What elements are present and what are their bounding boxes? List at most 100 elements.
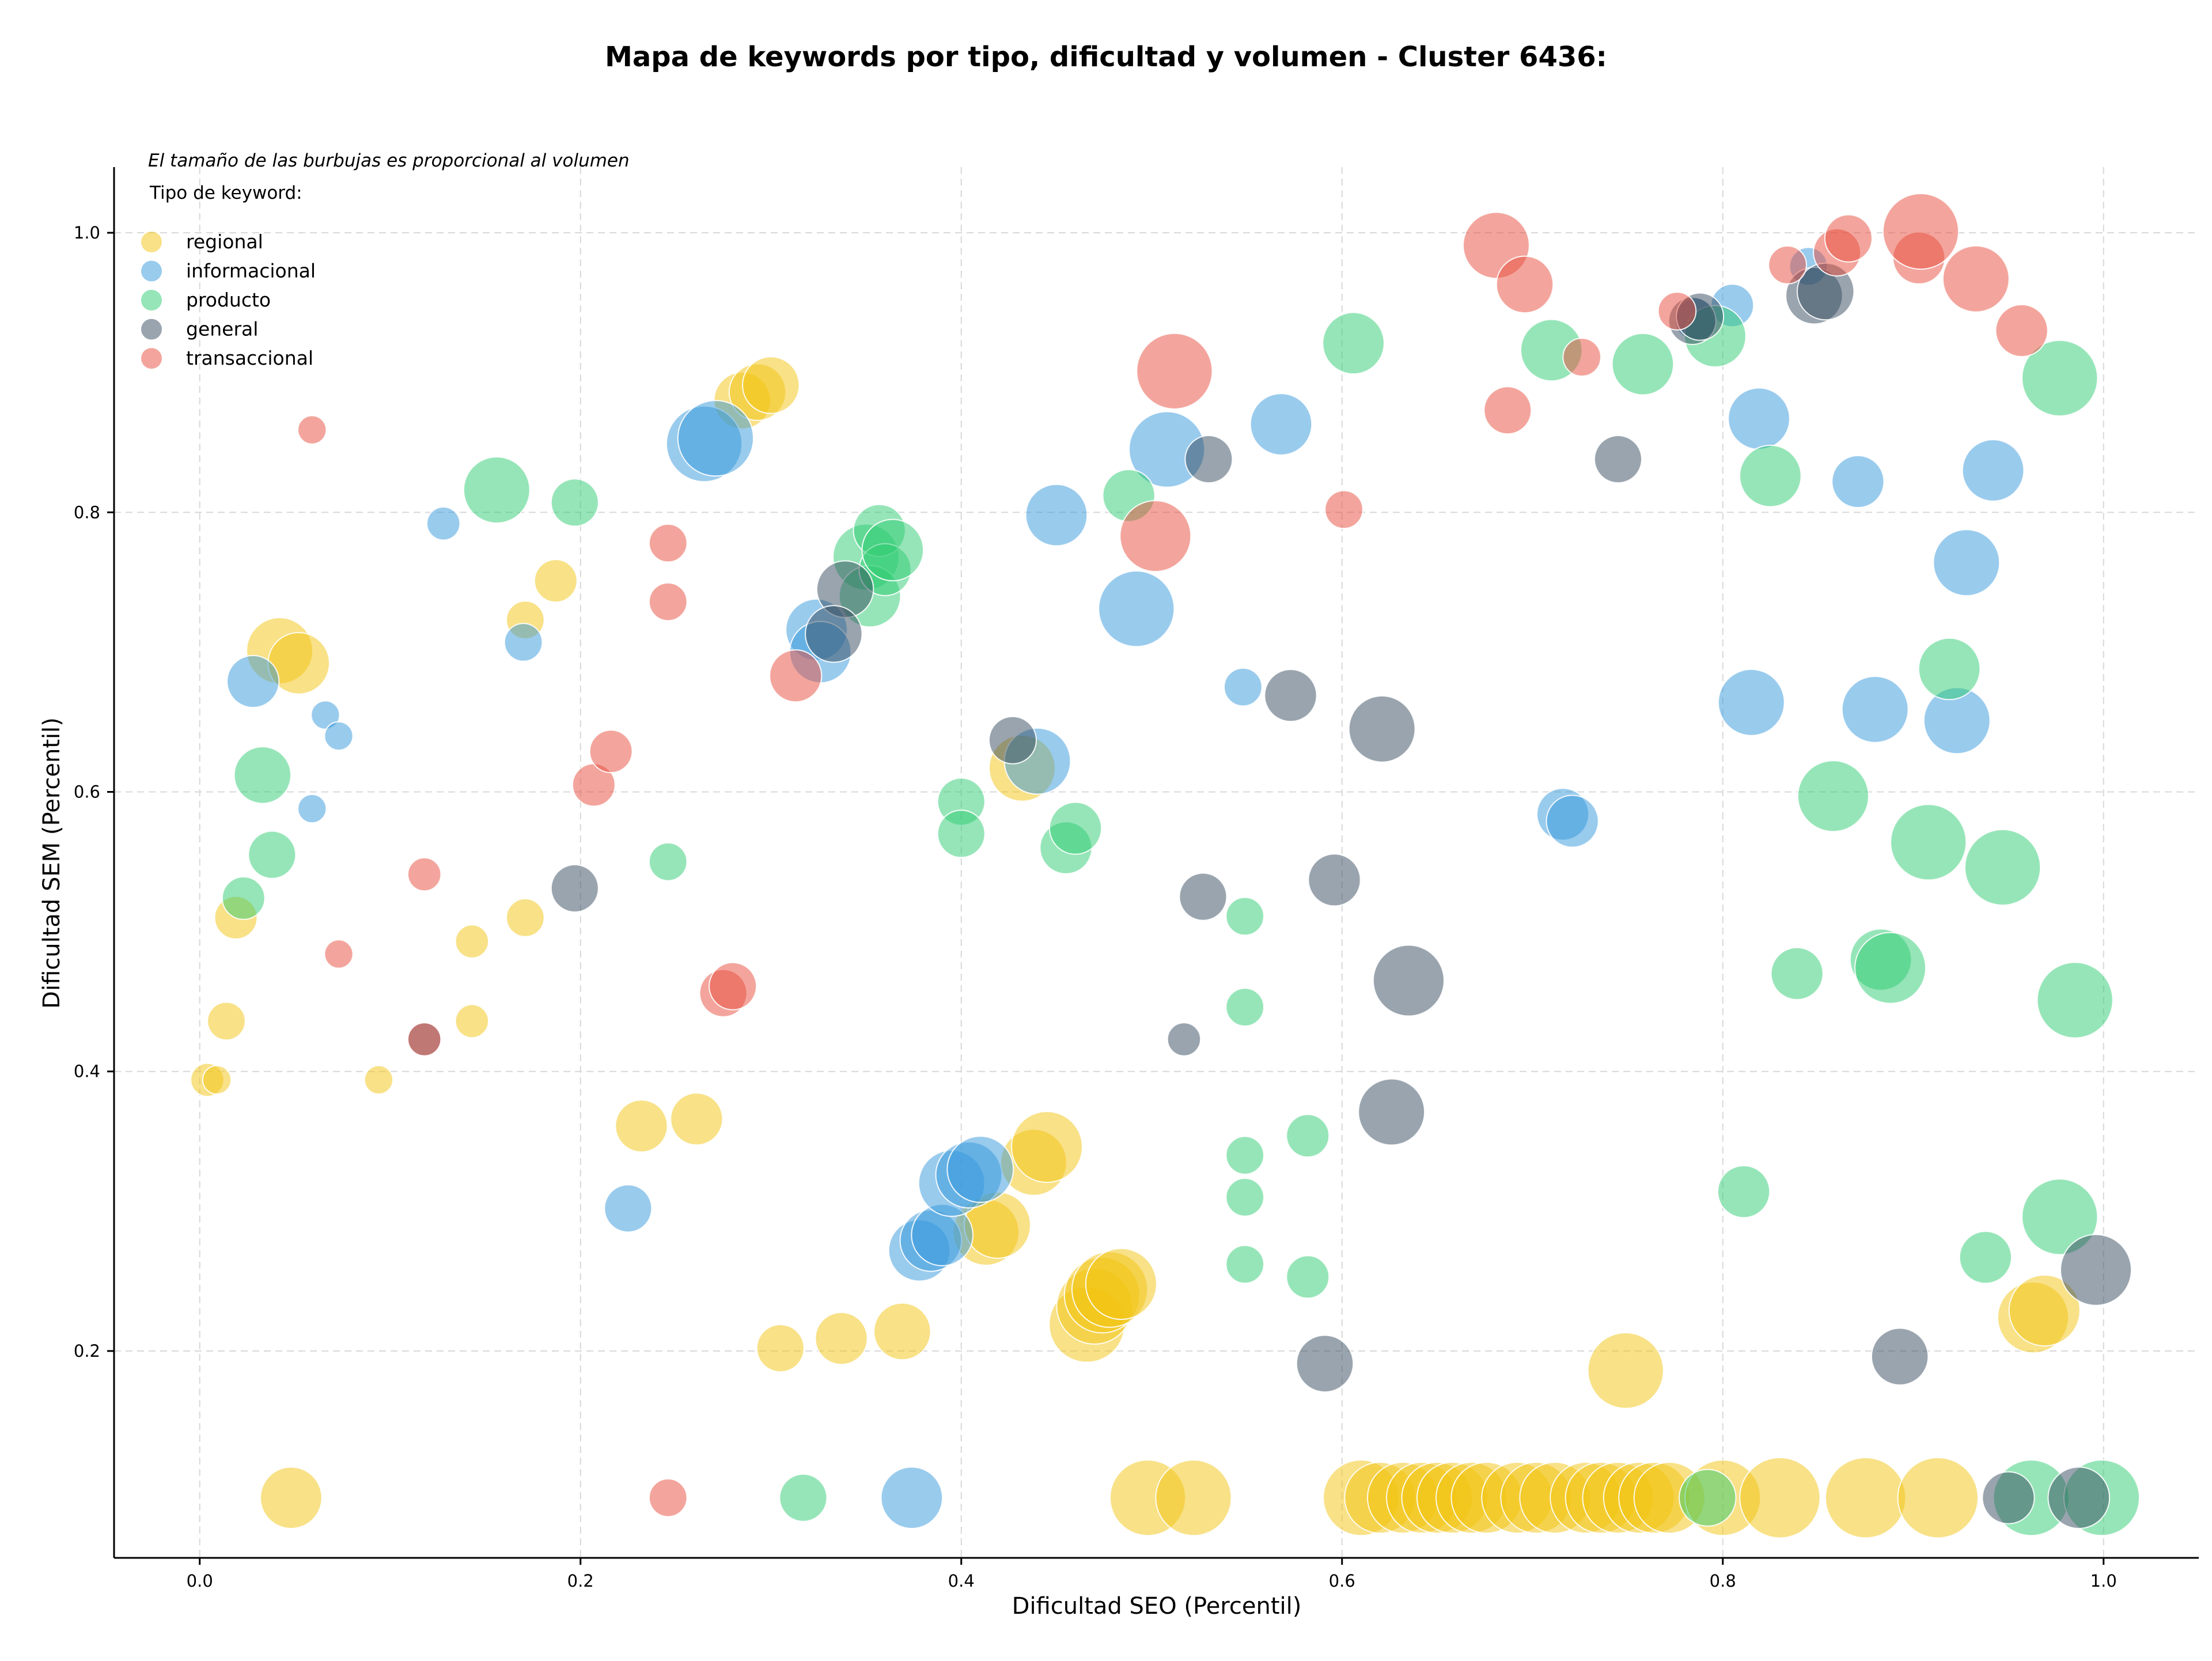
legend-marker-regional: [141, 232, 162, 252]
legend-marker-producto: [141, 290, 162, 311]
bubble-regional: [1010, 1111, 1083, 1183]
x-tick-label: 1.0: [2090, 1571, 2117, 1591]
bubble-informacional: [1717, 668, 1785, 736]
bubble-transaccional: [648, 523, 688, 563]
bubble-producto: [1854, 932, 1927, 1004]
bubble-transaccional: [1882, 193, 1960, 270]
legend-label-producto: producto: [186, 289, 271, 311]
bubble-producto: [1679, 1469, 1737, 1527]
legend: regional informacional producto general tran…: [141, 230, 316, 369]
bubble-regional: [873, 1302, 931, 1361]
bubble-producto: [861, 519, 925, 582]
legend-title: Tipo de keyword:: [149, 183, 302, 203]
bubble-producto: [233, 746, 291, 804]
bubble-general: [1358, 1078, 1426, 1146]
bubble-transaccional: [769, 649, 823, 703]
bubble-producto: [937, 809, 986, 858]
bubble-informacional: [503, 623, 543, 662]
bubble-regional: [506, 898, 545, 937]
bubble-informacional: [1546, 794, 1599, 848]
bubble-producto: [1717, 1165, 1771, 1219]
bubble-transaccional: [1495, 255, 1554, 313]
bubble-general: [1593, 435, 1642, 484]
bubble-general: [1296, 1334, 1354, 1393]
y-tick-label: 0.2: [74, 1341, 100, 1361]
bubble-transaccional: [709, 962, 757, 1011]
bubble-producto: [1890, 804, 1967, 881]
bubble-transaccional: [1483, 386, 1532, 435]
bubble-transaccional: [1824, 214, 1873, 263]
y-tick-label: 0.8: [74, 502, 100, 522]
bubble-regional: [1085, 1247, 1157, 1320]
bubble-regional: [1587, 1332, 1664, 1409]
bubble-general: [1179, 872, 1228, 921]
bubble-transaccional: [1119, 500, 1192, 572]
bubble-regional: [670, 1092, 724, 1146]
legend-label-transaccional: transaccional: [186, 347, 313, 369]
bubble-regional: [202, 1065, 232, 1095]
bubble-informacional: [226, 654, 280, 708]
bubble-regional: [454, 924, 490, 959]
bubble-general: [1184, 435, 1233, 484]
bubble-transaccional: [297, 415, 327, 445]
x-tick-label: 0.6: [1329, 1571, 1355, 1591]
y-tick-label: 0.6: [74, 782, 100, 801]
bubble-producto: [2021, 339, 2099, 417]
bubble-transaccional: [407, 1022, 442, 1057]
bubble-transaccional: [1942, 245, 2010, 313]
bubble-general: [1308, 853, 1361, 907]
bubble-regional: [1824, 1456, 1907, 1539]
bubble-regional: [615, 1099, 668, 1153]
legend-label-informacional: informacional: [186, 260, 316, 282]
bubble-regional: [1155, 1459, 1232, 1537]
bubble-transaccional: [648, 1478, 688, 1518]
size-note: El tamaño de las burbujas es proporciona…: [148, 150, 630, 171]
bubble-informacional: [310, 700, 340, 730]
bubble-producto: [1611, 332, 1675, 396]
bubble-producto: [1225, 1244, 1264, 1284]
bubble-regional: [756, 1324, 805, 1373]
bubble-informacional: [426, 506, 461, 541]
x-tick-label: 0.8: [1710, 1571, 1736, 1591]
bubble-transaccional: [1995, 304, 2048, 357]
bubble-producto: [779, 1473, 828, 1522]
bubble-producto: [1225, 896, 1264, 936]
bubble-producto: [1048, 801, 1103, 855]
x-tick-label: 0.2: [567, 1571, 594, 1591]
x-tick-label: 0.4: [948, 1571, 975, 1591]
chart-title: Mapa de keywords por tipo, dificultad y …: [605, 41, 1607, 73]
bubble-transaccional: [407, 857, 442, 892]
bubble-producto: [1225, 1136, 1264, 1175]
bubble-producto: [2021, 1178, 2099, 1255]
bubbles: [190, 193, 2141, 1539]
bubble-informacional: [880, 1466, 944, 1529]
bubble-informacional: [946, 1136, 1014, 1203]
ticks: 0.0 0.2 0.4 0.6 0.8 1.0 0.2 0.4 0.6 0.8 1.0: [74, 223, 2117, 1591]
bubble-general: [1372, 944, 1445, 1017]
bubble-regional: [533, 559, 578, 603]
bubble-producto: [2036, 962, 2113, 1039]
bubble-regional: [454, 1004, 490, 1039]
bubble-regional: [1739, 1456, 1821, 1539]
bubble-informacional: [1933, 529, 2001, 596]
y-tick-label: 1.0: [74, 223, 100, 243]
bubble-transaccional: [1136, 332, 1213, 410]
bubble-general: [1264, 668, 1317, 722]
bubble-producto: [1286, 1114, 1330, 1158]
bubble-general: [550, 864, 599, 913]
bubble-producto: [1225, 987, 1264, 1027]
legend-marker-transaccional: [141, 348, 162, 369]
bubble-general: [805, 605, 863, 663]
bubble-informacional: [297, 793, 327, 824]
x-axis-label: Dificultad SEO (Percentil): [1012, 1593, 1302, 1620]
bubble-producto: [248, 830, 297, 879]
bubble-informacional: [1025, 483, 1088, 547]
bubble-producto: [550, 478, 599, 527]
bubble-producto: [221, 876, 266, 920]
bubble-producto: [1739, 444, 1802, 508]
bubble-transaccional: [324, 939, 354, 969]
bubble-regional: [742, 356, 800, 414]
bubble-informacional: [1841, 675, 1909, 743]
bubble-producto: [1322, 312, 1385, 374]
